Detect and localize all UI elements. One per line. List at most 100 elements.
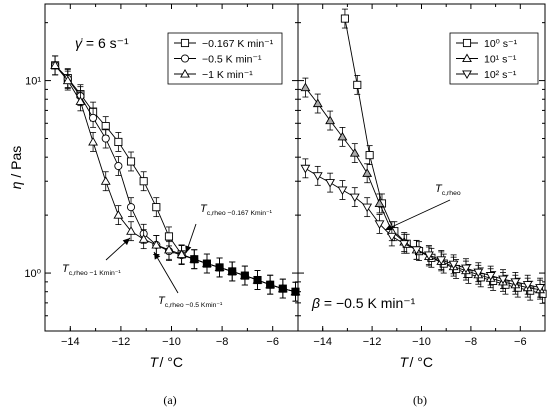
callout-label-main: T	[435, 183, 443, 195]
data-point	[89, 113, 98, 122]
data-point	[126, 203, 136, 212]
data-point	[325, 115, 336, 125]
callout-arrow-line	[384, 199, 451, 231]
series-2	[51, 55, 300, 302]
data-point	[214, 262, 225, 271]
series-2	[300, 77, 545, 300]
panel-a: −14 −12 −10 −8 −6 10⁰ 10¹ T / °C η / Pas −0.167 K…	[8, 3, 301, 407]
callout-label-sub: c,rheo	[442, 190, 461, 197]
legend-marker	[462, 38, 472, 48]
data-point	[362, 168, 373, 177]
legend-label: −0.167 K min⁻¹	[202, 38, 274, 50]
data-point	[365, 151, 374, 160]
legend: −0.167 K min⁻¹ −0.5 K min⁻¹ −1 K min⁻¹	[167, 32, 283, 85]
data-point	[349, 193, 360, 203]
panel-b: −14 −12 −10 −8 −6 T / °C 10⁰ s⁻¹ 10¹ s⁻¹ 10² s⁻¹…	[297, 3, 547, 407]
series-line	[54, 65, 296, 293]
callout-label: Tc,rheo −0.5 Kmin⁻¹	[158, 295, 223, 309]
rate-symbol: β	[311, 295, 320, 311]
callout-label: Tc,rheo −0.167 Kmin⁻¹	[200, 203, 273, 217]
legend-label: −1 K min⁻¹	[202, 69, 253, 81]
series-3	[50, 55, 301, 302]
x-tick-label: −12	[112, 336, 131, 348]
x-axis-label-unit: / °C	[160, 354, 184, 370]
data-point	[227, 266, 238, 275]
y-tick-label: 10¹	[25, 76, 41, 88]
data-point	[239, 270, 250, 280]
data-point	[62, 75, 73, 85]
shear-rate-annotation: γ̇ = 6 s⁻¹	[75, 35, 129, 51]
data-point	[265, 279, 276, 289]
y-axis-label-unit: / Pas	[8, 146, 24, 182]
data-point	[139, 177, 148, 186]
data-point	[114, 137, 123, 146]
data-point	[362, 203, 373, 213]
x-tick-label: −10	[162, 336, 181, 348]
callout-arrow-head	[185, 245, 192, 253]
data-point	[114, 161, 123, 171]
y-axis-label-symbol: η	[8, 181, 24, 189]
callout-label: Tc,rheo −1 Kmin⁻¹	[62, 263, 121, 277]
legend: 10⁰ s⁻¹ 10¹ s⁻¹ 10² s⁻¹	[449, 32, 539, 85]
x-tick-label: −6	[266, 336, 279, 348]
series-line	[54, 65, 296, 293]
data-point	[312, 172, 323, 181]
legend-marker	[462, 70, 472, 80]
data-point	[349, 148, 360, 157]
data-point	[300, 164, 311, 174]
callout-label: Tc,rheo	[435, 183, 461, 197]
data-point	[113, 210, 124, 219]
x-tick-label: −14	[61, 336, 80, 348]
callout-label-sub: c,rheo −0.167 Kmin⁻¹	[207, 210, 273, 217]
series-line	[54, 65, 296, 293]
data-point	[374, 198, 385, 207]
data-point	[325, 179, 336, 188]
callout-label-sub: c,rheo −1 Kmin⁻¹	[69, 270, 122, 277]
x-axis-label-symbol-main: T	[150, 354, 160, 370]
series-3	[300, 158, 545, 298]
data-point	[252, 274, 263, 284]
data-point	[510, 278, 521, 287]
x-axis-label-symbol-main: T	[400, 354, 410, 370]
data-point	[151, 239, 162, 249]
data-point	[152, 203, 161, 212]
data-point	[473, 268, 484, 278]
legend-marker	[180, 68, 190, 78]
shear-rate-value: = 6 s⁻¹	[82, 35, 129, 51]
data-point	[461, 264, 471, 274]
data-point	[340, 14, 349, 23]
callout-arrow-head	[122, 238, 130, 246]
x-axis-label-symbol: T	[400, 354, 410, 370]
data-point	[101, 122, 110, 131]
data-point	[423, 251, 434, 261]
callout-arrow-head	[154, 252, 161, 260]
data-point	[277, 283, 288, 293]
data-point	[176, 249, 187, 258]
legend-marker	[180, 38, 190, 48]
data-point	[100, 176, 111, 185]
x-tick-label: −14	[313, 336, 332, 348]
data-point	[411, 246, 422, 255]
data-point	[374, 220, 385, 229]
data-point	[126, 226, 136, 235]
callout-arrow-head	[385, 224, 393, 230]
data-point	[386, 232, 397, 242]
data-point	[485, 272, 496, 281]
panel-label: (a)	[163, 393, 176, 407]
legend-marker	[180, 54, 190, 63]
legend-label: 10¹ s⁻¹	[484, 54, 517, 66]
x-tick-label: −8	[216, 336, 229, 348]
data-point	[202, 258, 212, 268]
data-point	[300, 82, 311, 92]
data-point	[498, 275, 508, 285]
x-axis-label-symbol: T	[150, 354, 160, 370]
legend-marker	[462, 53, 472, 63]
legend-label: 10² s⁻¹	[484, 69, 517, 81]
callout-arrow-line	[153, 251, 179, 294]
data-point	[337, 186, 348, 196]
x-tick-label: −10	[412, 336, 431, 348]
y-axis-label: η / Pas	[8, 146, 24, 190]
legend-label: −0.5 K min⁻¹	[202, 54, 262, 66]
data-point	[126, 157, 136, 166]
